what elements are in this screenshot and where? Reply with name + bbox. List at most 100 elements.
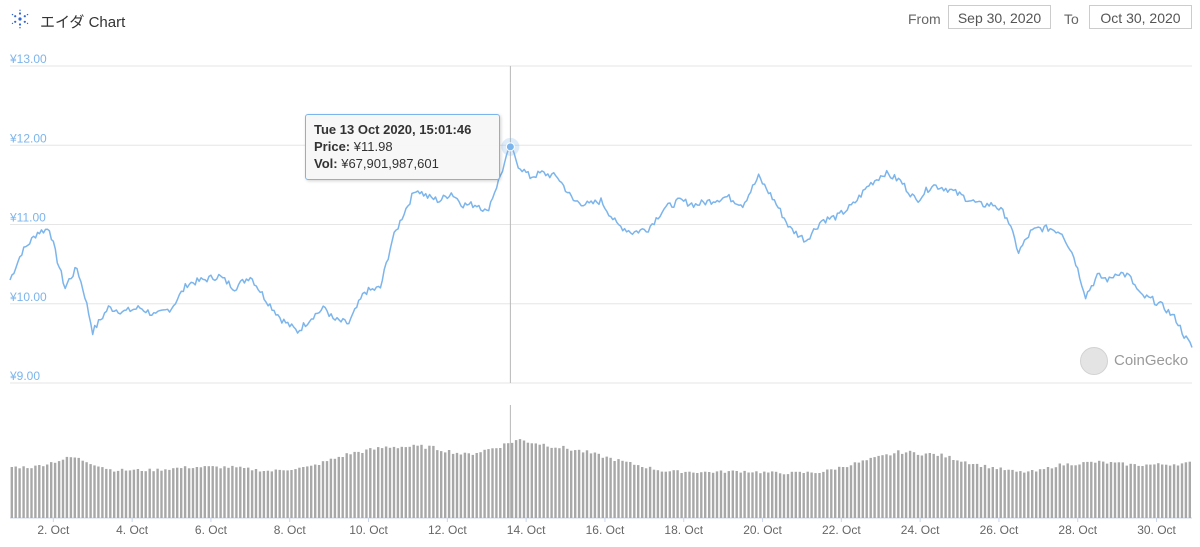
volume-bar	[869, 457, 872, 518]
volume-bar	[1003, 470, 1006, 518]
volume-bar	[518, 439, 522, 518]
volume-bar	[42, 466, 45, 518]
x-tick-label: 28. Oct	[1058, 523, 1097, 537]
volume-bar	[806, 471, 809, 518]
volume-bar	[810, 472, 813, 518]
volume-bar	[341, 457, 344, 518]
volume-bar	[585, 450, 589, 518]
volume-bar	[1086, 461, 1089, 518]
volume-bar	[570, 450, 573, 518]
volume-bar	[664, 471, 667, 518]
volume-bar	[853, 462, 857, 518]
volume-bar	[50, 462, 53, 518]
volume-bar	[751, 472, 754, 518]
volume-bar	[790, 471, 794, 518]
volume-bar	[1098, 460, 1101, 518]
from-date-input[interactable]: Sep 30, 2020	[948, 5, 1051, 29]
volume-bar	[1168, 465, 1172, 518]
watermark-text: CoinGecko	[1114, 352, 1189, 369]
volume-bar	[617, 459, 620, 518]
volume-bar	[1027, 471, 1030, 518]
volume-bar	[361, 453, 364, 518]
volume-bar	[676, 470, 679, 518]
volume-bar	[475, 453, 478, 518]
volume-bar	[152, 471, 155, 518]
tooltip-price-value: ¥11.98	[353, 139, 393, 154]
volume-bar	[995, 469, 998, 518]
volume-bar	[124, 470, 128, 518]
volume-bar	[310, 465, 313, 518]
volume-bar	[365, 449, 368, 518]
x-tick-label: 8. Oct	[274, 523, 307, 537]
volume-bar	[692, 472, 695, 518]
volume-bar	[904, 452, 908, 518]
volume-bar	[160, 470, 163, 518]
volume-bar	[593, 452, 597, 518]
chart-title: エイダ Chart	[40, 14, 126, 31]
volume-bar	[1042, 469, 1046, 518]
volume-bar	[128, 470, 132, 518]
volume-bar	[700, 472, 703, 518]
tooltip-price-label: Price:	[314, 139, 351, 154]
volume-bar	[763, 471, 766, 518]
volume-bar	[849, 465, 853, 518]
x-tick-label: 10. Oct	[349, 523, 388, 537]
volume-bar	[577, 449, 581, 518]
volume-bar	[10, 467, 13, 518]
x-axis-ticks: 2. Oct 4. Oct 6. Oct 8. Oct 10. Oct 12. Oct 14…	[37, 518, 1177, 537]
volume-bar	[826, 469, 829, 518]
volume-bar	[684, 471, 687, 518]
volume-bar	[215, 466, 218, 518]
volume-bar	[727, 471, 730, 518]
volume-bar	[648, 466, 652, 518]
volume-bar	[105, 468, 108, 518]
volume-bar	[971, 464, 975, 518]
volume-bar	[447, 450, 451, 518]
volume-bar	[719, 470, 723, 518]
volume-bar	[1141, 466, 1144, 518]
volume-bar	[928, 453, 931, 518]
to-date-input[interactable]: Oct 30, 2020	[1089, 5, 1192, 29]
volume-bar	[1015, 471, 1018, 518]
price-tooltip: Tue 13 Oct 2020, 15:01:46 Price: ¥11.98 …	[305, 114, 500, 180]
volume-bar	[223, 466, 226, 518]
x-tick-label: 20. Oct	[743, 523, 782, 537]
volume-bar	[1019, 471, 1022, 518]
volume-bar	[377, 447, 380, 518]
volume-bar	[554, 447, 557, 518]
volume-bar	[18, 468, 21, 518]
volume-bar	[901, 453, 904, 518]
volume-bar	[168, 469, 171, 518]
volume-bar	[148, 468, 151, 518]
volume-bar	[306, 466, 309, 518]
volume-bar	[759, 473, 762, 518]
y-tick-label: ¥13.00	[9, 52, 47, 66]
volume-bar	[1070, 465, 1073, 518]
volume-bar	[459, 454, 463, 518]
volume-bar	[944, 457, 947, 518]
volume-bar	[818, 473, 821, 518]
volume-bar	[968, 464, 971, 518]
volume-bar	[798, 471, 801, 518]
volume-bar	[428, 445, 431, 518]
volume-bar	[688, 471, 691, 518]
volume-bar	[333, 458, 337, 518]
volume-bar	[940, 453, 943, 518]
volume-bar	[89, 464, 92, 518]
volume-bar	[680, 473, 683, 518]
volume-bar	[183, 466, 187, 518]
price-line	[9, 146, 1193, 348]
volume-bar	[841, 467, 845, 518]
volume-bar	[329, 458, 333, 518]
volume-bar	[191, 468, 195, 518]
volume-bar	[711, 472, 715, 518]
volume-bar	[668, 471, 671, 518]
volume-bar	[510, 442, 514, 518]
volume-bar	[420, 444, 423, 518]
volume-bar	[975, 463, 979, 518]
price-volume-chart[interactable]: ¥13.00 ¥12.00 ¥11.00 ¥10.00 ¥9.00 2. Oct 4. O…	[0, 40, 1200, 547]
volume-bar	[574, 450, 577, 518]
volume-bar	[830, 469, 833, 518]
volume-bar	[920, 455, 924, 518]
volume-bar	[408, 446, 411, 518]
